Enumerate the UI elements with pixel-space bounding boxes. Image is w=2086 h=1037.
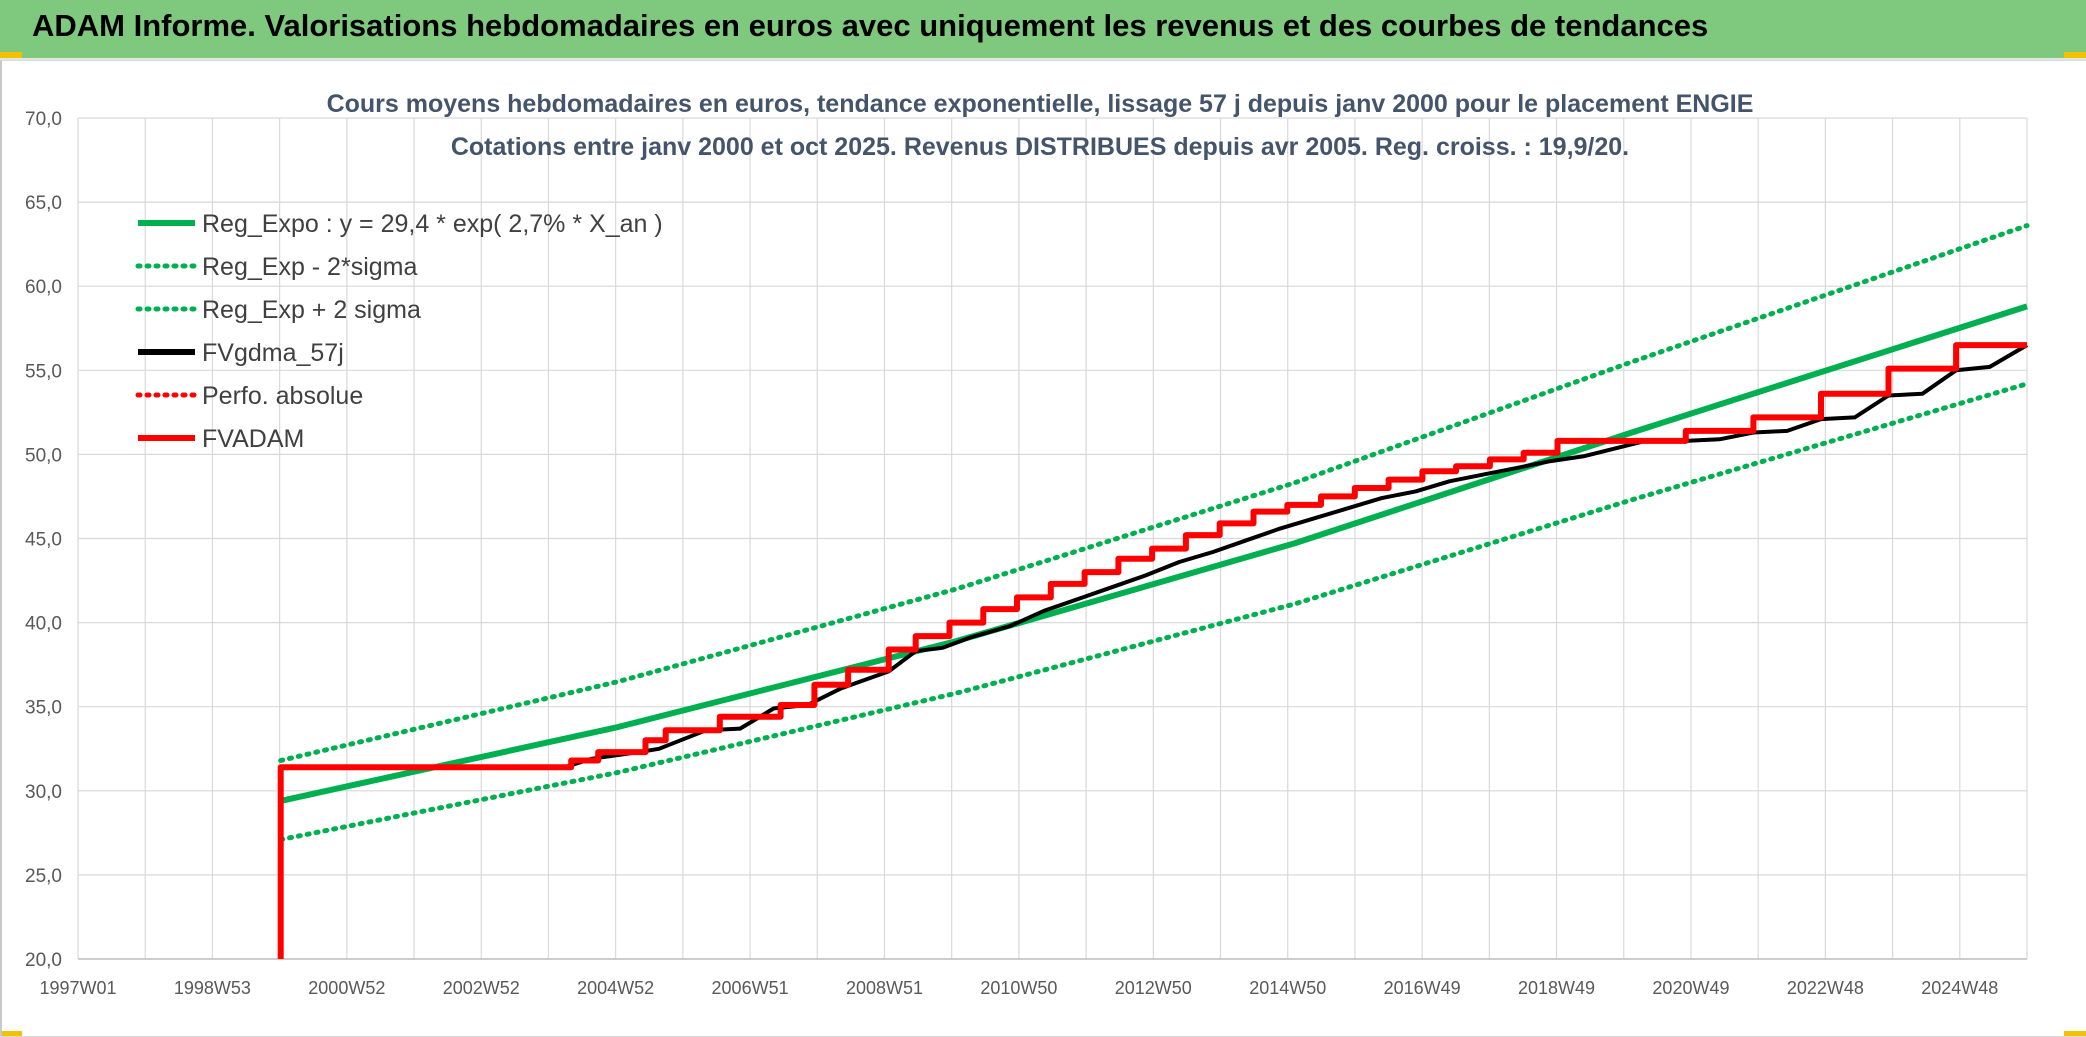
report-banner: ADAM Informe. Valorisations hebdomadaire… (0, 0, 2086, 60)
series-line-5 (277, 342, 2027, 959)
axis-layer: 20,0 25,0 30,0 35,0 40,0 45,0 50,0 55,0 60,0 65,0… (25, 109, 2027, 998)
legend-label: Reg_Exp + 2 sigma (202, 296, 421, 324)
corner-marker (2064, 52, 2086, 58)
x-tick-label: 2018W49 (1518, 978, 1595, 998)
legend-label: FVgdma_57j (202, 339, 344, 367)
x-tick-label: 2024W48 (1921, 978, 1998, 998)
chart-title-line-2: Cotations entre janv 2000 et oct 2025. R… (451, 133, 1629, 161)
y-tick-label: 60,0 (25, 277, 62, 298)
x-tick-label: 2012W50 (1115, 978, 1192, 998)
series-line-2 (278, 223, 2030, 763)
series-line-0 (280, 303, 2028, 804)
x-tick-label: 2014W50 (1249, 978, 1326, 998)
report-title: ADAM Informe. Valorisations hebdomadaire… (32, 8, 1709, 43)
x-tick-label: 2020W49 (1652, 978, 1729, 998)
series-line-3 (278, 343, 2029, 959)
series-layer (277, 223, 2030, 959)
grid-layer (77, 117, 2028, 960)
y-tick-label: 30,0 (25, 782, 62, 803)
y-tick-label: 45,0 (25, 530, 62, 551)
corner-marker (0, 52, 22, 58)
chart-title-line-1: Cours moyens hebdomadaires en euros, ten… (327, 90, 1754, 118)
x-tick-label: 2022W48 (1787, 978, 1864, 998)
x-tick-label: 2004W52 (577, 978, 654, 998)
x-tick-label: 2008W51 (846, 978, 923, 998)
legend-label: Reg_Exp - 2*sigma (202, 253, 417, 281)
corner-marker (0, 1031, 22, 1037)
x-tick-label: 2010W50 (980, 978, 1057, 998)
chart-title-block: Cours moyens hebdomadaires en euros, ten… (327, 90, 1754, 161)
legend-label: Perfo. absolue (202, 382, 363, 410)
y-tick-label: 70,0 (25, 109, 62, 130)
series-line-1 (278, 381, 2030, 843)
y-tick-label: 50,0 (25, 445, 62, 466)
y-tick-label: 20,0 (25, 950, 62, 971)
y-tick-label: 65,0 (25, 193, 62, 214)
y-tick-label: 40,0 (25, 614, 62, 635)
x-tick-label: 2000W52 (308, 978, 385, 998)
legend-label: Reg_Expo : y = 29,4 * exp( 2,7% * X_an ) (202, 210, 663, 238)
y-tick-label: 35,0 (25, 698, 62, 719)
y-tick-label: 55,0 (25, 361, 62, 382)
legend-label: FVADAM (202, 425, 304, 453)
y-tick-label: 25,0 (25, 866, 62, 887)
legend: Reg_Expo : y = 29,4 * exp( 2,7% * X_an )… (135, 210, 663, 453)
x-tick-label: 2002W52 (443, 978, 520, 998)
x-tick-label: 2006W51 (712, 978, 789, 998)
corner-marker (2064, 1031, 2086, 1037)
x-tick-label: 1998W53 (174, 978, 251, 998)
x-tick-label: 2016W49 (1384, 978, 1461, 998)
x-tick-label: 1997W01 (39, 978, 116, 998)
